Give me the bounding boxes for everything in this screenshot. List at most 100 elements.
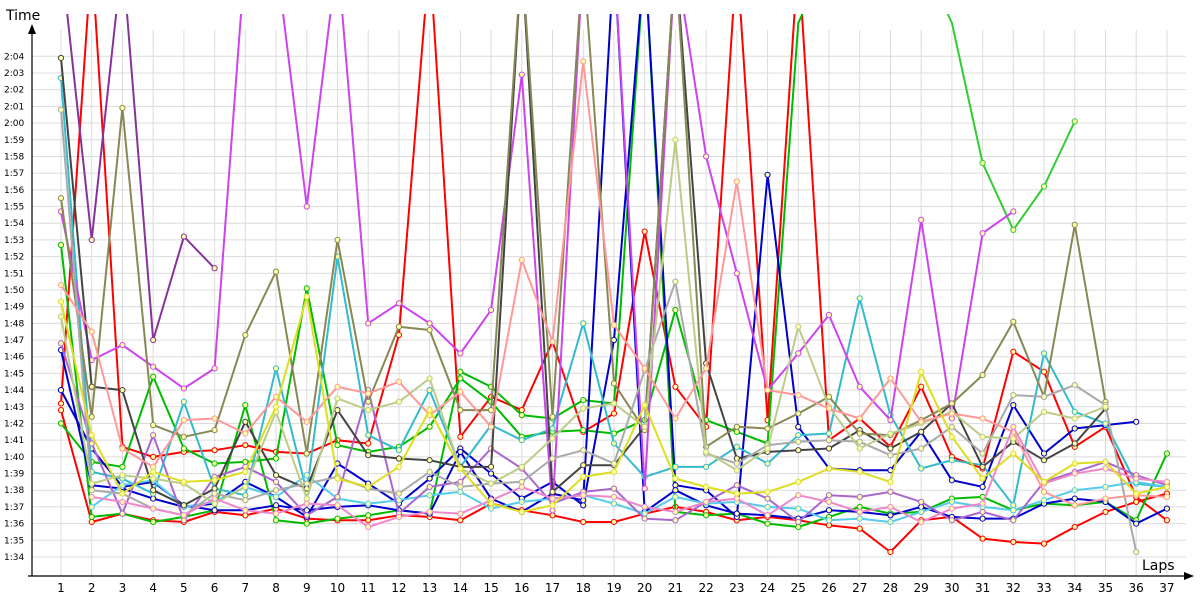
series-line (91, 474, 1168, 523)
data-point (518, 498, 525, 506)
data-point (242, 507, 249, 514)
data-point (1040, 540, 1048, 547)
y-tick-label: 1:43 (4, 403, 24, 413)
series-4 (57, 14, 804, 470)
series-12 (66, 14, 218, 344)
data-point (1163, 478, 1171, 485)
data-point (180, 398, 187, 405)
data-point (426, 375, 433, 382)
data-point (57, 407, 65, 414)
data-point (1010, 423, 1017, 430)
y-tick-label: 1:45 (4, 369, 24, 379)
data-point (856, 468, 863, 475)
x-tick-label: 8 (272, 581, 280, 595)
data-point (180, 445, 187, 452)
data-point (825, 430, 833, 437)
data-point (887, 452, 894, 459)
data-point (487, 500, 495, 507)
y-tick-label: 2:04 (4, 52, 24, 62)
x-tick-label: 33 (1036, 581, 1051, 595)
data-point (948, 505, 955, 512)
y-axis-title: Time (5, 8, 40, 24)
data-point (610, 468, 618, 475)
data-point (1133, 498, 1140, 506)
data-point (672, 383, 679, 390)
data-point (88, 480, 95, 487)
data-point (918, 216, 925, 223)
data-point (1163, 483, 1171, 491)
data-point (948, 498, 955, 506)
series-layer (57, 14, 1171, 556)
data-point (1133, 418, 1140, 425)
data-point (825, 522, 833, 529)
data-point (395, 323, 403, 330)
data-point (1010, 318, 1017, 325)
y-tick-label: 1:35 (4, 536, 24, 546)
data-point (242, 497, 249, 504)
data-point (856, 508, 863, 516)
y-tick-label: 1:36 (4, 520, 24, 530)
data-point (580, 427, 587, 434)
data-point (733, 455, 740, 462)
x-tick-label: 14 (453, 581, 468, 595)
data-point (672, 508, 679, 516)
data-point (272, 478, 280, 485)
data-point (979, 500, 986, 507)
data-point (825, 517, 833, 524)
data-point (979, 463, 986, 470)
data-point (764, 445, 771, 452)
data-point (549, 507, 556, 514)
x-tick-label: 4 (149, 581, 157, 595)
data-point (1010, 502, 1017, 509)
data-point (641, 515, 648, 522)
data-point (211, 427, 218, 434)
data-point (150, 495, 157, 502)
data-point (795, 492, 802, 499)
x-tick-label: 5 (180, 581, 188, 595)
x-tick-label: 11 (361, 581, 376, 595)
data-point (272, 403, 280, 410)
data-point (303, 472, 310, 479)
data-point (57, 313, 65, 320)
data-point (57, 387, 65, 394)
data-point (1010, 226, 1017, 233)
data-point (610, 380, 618, 387)
data-point (88, 413, 95, 420)
data-point (856, 515, 863, 522)
data-point (1040, 183, 1048, 190)
data-point (303, 480, 310, 487)
data-point (395, 490, 403, 497)
y-tick-label: 1:51 (4, 269, 24, 279)
data-point (242, 458, 249, 465)
data-point (887, 488, 894, 496)
data-point (1040, 393, 1048, 400)
y-tick-label: 1:50 (4, 286, 24, 296)
data-point (180, 478, 187, 485)
data-point (518, 71, 525, 78)
data-point (979, 230, 986, 237)
data-point (395, 513, 403, 521)
data-point (703, 498, 710, 506)
data-point (426, 508, 433, 516)
data-point (795, 478, 802, 485)
data-point (272, 517, 280, 524)
data-point (88, 328, 95, 335)
data-point (549, 425, 556, 432)
data-point (365, 390, 372, 397)
data-point (211, 485, 218, 492)
data-point (303, 418, 310, 425)
data-point (948, 410, 955, 417)
data-point (272, 365, 280, 372)
x-tick-label: 27 (852, 581, 867, 595)
data-point (426, 387, 433, 394)
data-point (1040, 497, 1048, 504)
data-point (119, 472, 126, 479)
data-point (795, 438, 802, 445)
data-point (887, 548, 894, 556)
data-point (426, 407, 433, 414)
x-axis-arrow-icon (1184, 572, 1194, 580)
data-point (211, 495, 218, 502)
data-point (211, 500, 218, 507)
data-point (733, 490, 740, 497)
data-point (57, 241, 65, 248)
